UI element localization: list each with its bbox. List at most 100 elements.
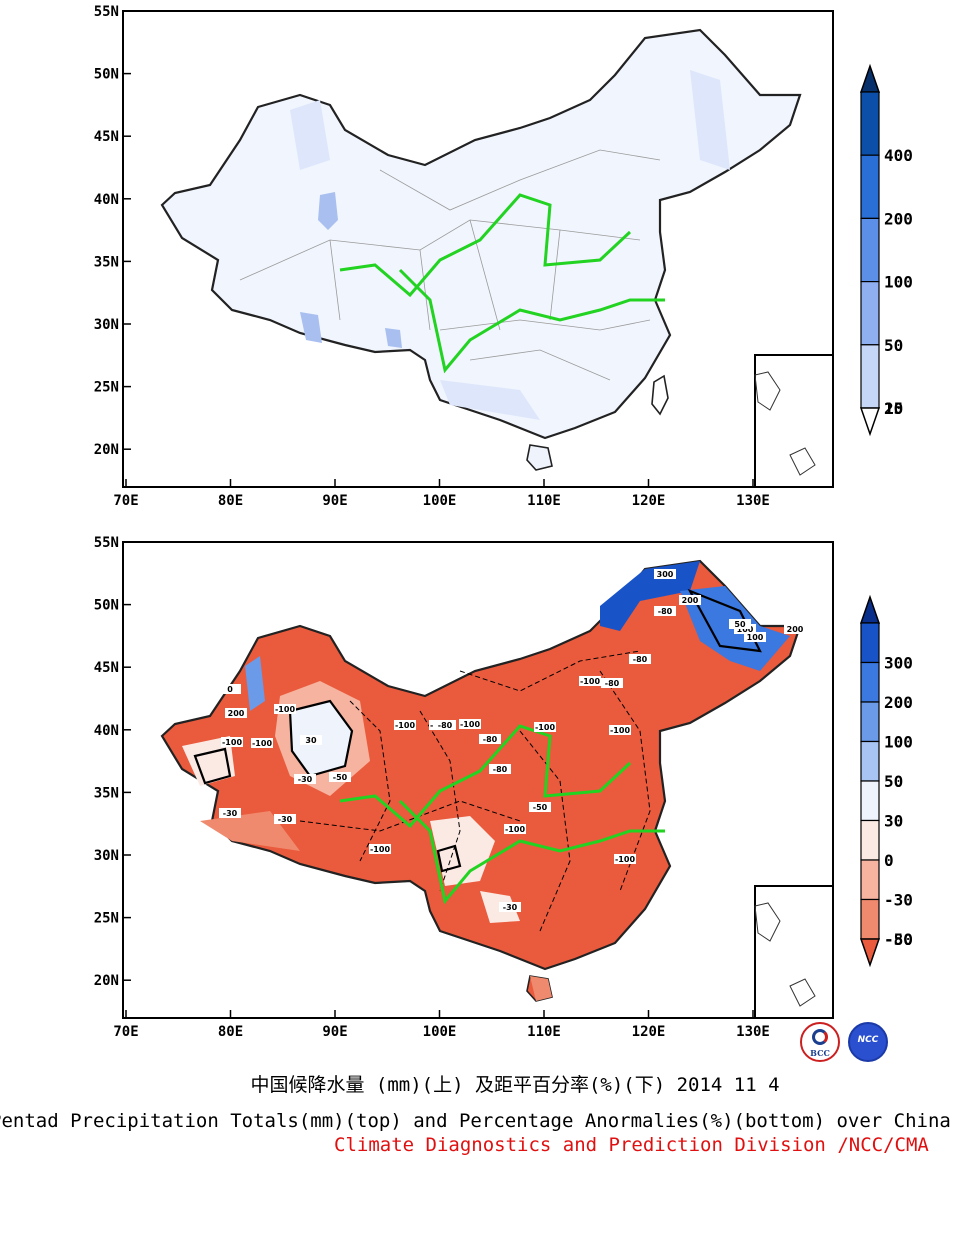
contour-label: 200 (784, 624, 806, 634)
contour-label-text: -80 (633, 655, 648, 664)
contour-label-bg (394, 720, 416, 730)
contour-label: 30 (300, 735, 322, 745)
contour-label-text: 100 (747, 633, 764, 642)
contour-label: -100 (459, 719, 481, 729)
contour-label-bg (601, 678, 623, 688)
colorbar-label: 30 (884, 812, 903, 831)
contour-label-bg (784, 624, 806, 634)
lat-label: 30N (94, 848, 119, 864)
contour-label-text: -100 (505, 825, 525, 834)
contour-label-text: -30 (223, 809, 238, 818)
colorbar-segment (860, 154, 880, 219)
contour-label-text: -80 (483, 735, 498, 744)
contour-label-text: -80 (438, 721, 453, 730)
lat-label: 30N (94, 317, 119, 333)
contour-label-text: 0 (227, 685, 233, 694)
contour-label-bg (629, 654, 651, 664)
contour-label-bg (529, 802, 551, 812)
contour-label-bg (609, 725, 631, 735)
colorbar-label: 400 (884, 146, 913, 165)
lon-label: 70E (113, 1024, 138, 1040)
yangtze-river (398, 799, 665, 905)
contour-label-bg (274, 704, 296, 714)
contour-label-bg (225, 708, 247, 718)
colorbar-label: 25 (884, 399, 903, 418)
contour-label-text: -100 (580, 677, 600, 686)
contour-label-text: 300 (657, 570, 674, 579)
colorbar-segment (860, 281, 880, 346)
lon-label: 130E (736, 493, 770, 509)
lat-label: 25N (94, 911, 119, 927)
contour-label: 100 (744, 632, 766, 642)
contour-labels: -100-80-100-100-80-100-50-30-100-100-80-… (219, 569, 806, 912)
contour-label: -100 (609, 725, 631, 735)
ncc-logo: NCC (848, 1022, 888, 1062)
contour-label: 0 (219, 684, 241, 694)
colorbar-top-arrow (859, 594, 881, 624)
contour-label-bg (744, 632, 766, 642)
colorbar-label: 100 (884, 273, 913, 292)
colorbar-segment (860, 819, 880, 861)
lat-label: 50N (94, 67, 119, 83)
contour-label-text: -100 (610, 726, 630, 735)
anomaly-contours (299, 650, 651, 932)
contour-label-bg (219, 808, 241, 818)
contour-label: -100 (369, 844, 391, 854)
yellow-river (339, 193, 632, 298)
contour-label-bg (504, 824, 526, 834)
contour-label-bg (274, 814, 296, 824)
colorbar-label: 1 (884, 399, 894, 418)
contour-label-text: -100 (252, 739, 272, 748)
colorbar-segment (860, 91, 880, 156)
contour-label: -30 (219, 808, 241, 818)
lat-label: 25N (94, 380, 119, 396)
lon-label: 90E (322, 1024, 347, 1040)
colorbar-segment (860, 661, 880, 703)
lat-label: 45N (94, 660, 119, 676)
contour-label: -30 (499, 902, 521, 912)
lat-label: 45N (94, 129, 119, 145)
lat-label: 35N (94, 254, 119, 270)
contour-label: 200 (225, 708, 247, 718)
colorbar-segment (860, 898, 880, 940)
colorbar-label: 100 (884, 733, 913, 752)
contour-label-text: -100 (222, 738, 242, 747)
colorbar-label: 10 (884, 399, 903, 418)
latitude-labels: 55N 50N 45N 40N 35N 30N 25N 20N (94, 4, 119, 458)
contour-label: -80 (489, 764, 511, 774)
colorbar-segment (860, 740, 880, 782)
colorbar-bottom-arrow (859, 938, 881, 968)
contour-label: 50 (729, 619, 751, 629)
contour-label: -50 (329, 772, 351, 782)
precipitation-anomaly-map: -100-80-100-100-80-100-50-30-100-100-80-… (0, 531, 960, 1051)
colorbar-label: -50 (884, 930, 913, 949)
zero-contours (193, 588, 762, 873)
precipitation-totals-map: 55N 50N 45N 40N 35N 30N 25N 20N 70E 80E 90E 100E 11… (0, 0, 960, 520)
contour-label-text: -100 (615, 855, 635, 864)
contour-label: -30 (294, 774, 316, 784)
contour-label-text: -100 (275, 705, 295, 714)
colorbar-top-arrow (859, 63, 881, 93)
contour-label: -100 (221, 737, 243, 747)
contour-label-text: 200 (787, 625, 804, 634)
contour-label-bg (479, 734, 501, 744)
contour-label-bg (499, 902, 521, 912)
caption-division: Climate Diagnostics and Prediction Divis… (334, 1134, 929, 1156)
colorbar-label: 50 (884, 772, 903, 791)
colorbar-label: 0 (884, 851, 894, 870)
lon-label: 130E (736, 1024, 770, 1040)
longitude-labels: 70E 80E 90E 100E 110E 120E 130E (113, 493, 770, 509)
colorbar-segment (860, 859, 880, 901)
longitude-labels: 70E 80E 90E 100E 110E 120E 130E (113, 1024, 770, 1040)
contour-label-text: -30 (503, 903, 518, 912)
contour-label-bg (654, 606, 676, 616)
contour-label: -80 (434, 720, 456, 730)
contour-label-text: -80 (658, 607, 673, 616)
colorbar-label: 200 (884, 209, 913, 228)
lat-label: 55N (94, 535, 119, 551)
contour-label-bg (459, 719, 481, 729)
contour-label-bg (251, 738, 273, 748)
colorbar-label: 200 (884, 693, 913, 712)
contour-label-text: -80 (493, 765, 508, 774)
contour-label-text: -100 (370, 845, 390, 854)
